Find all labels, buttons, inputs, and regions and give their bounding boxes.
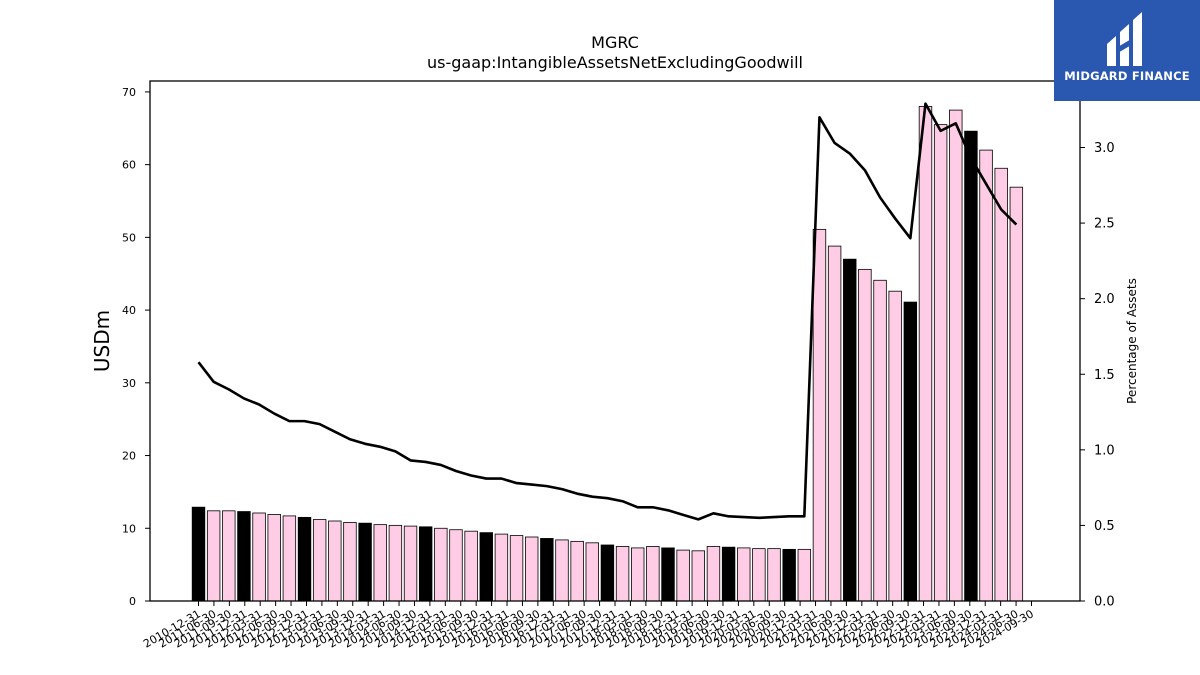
bar: [540, 538, 554, 602]
y-tick-label: 0: [129, 595, 136, 608]
bar: [434, 527, 448, 602]
bar-group: [191, 106, 1024, 602]
bar: [827, 245, 842, 602]
bar: [706, 546, 721, 602]
line-group: [197, 102, 1018, 521]
bar: [585, 542, 599, 602]
bar: [843, 258, 857, 602]
bar: [888, 290, 902, 602]
bar: [555, 539, 569, 602]
bar: [661, 547, 675, 602]
bar: [918, 106, 933, 602]
bar: [812, 228, 827, 602]
bar: [858, 268, 872, 602]
y-tick-label: 40: [122, 304, 136, 317]
y-tick-label: 70: [122, 86, 136, 99]
bar: [676, 549, 690, 602]
bar: [373, 524, 387, 602]
bar: [267, 514, 281, 602]
bar: [797, 548, 812, 602]
bar: [631, 547, 645, 602]
y-axis-ticks: 0 10 20 30 40 50 60 70: [122, 86, 150, 608]
bar: [297, 516, 312, 602]
chart-subtitle: us-gaap:IntangibleAssetsNetExcludingGood…: [427, 53, 803, 72]
bar: [994, 167, 1008, 602]
bar: [979, 149, 993, 602]
bar: [873, 279, 887, 602]
brand-logo: MIDGARD FINANCE: [1054, 0, 1200, 101]
bar: [949, 109, 963, 602]
bar: [964, 130, 978, 602]
bar: [418, 526, 433, 602]
midgard-mark-icon: [1107, 12, 1142, 66]
bar: [222, 510, 236, 602]
bar: [464, 530, 478, 602]
bar: [1009, 186, 1024, 602]
bar: [494, 533, 509, 602]
bar: [646, 546, 660, 602]
bar: [903, 301, 918, 602]
series-line: [197, 102, 1018, 521]
bar: [600, 544, 615, 602]
y-tick-label: 60: [122, 159, 136, 172]
bar: [328, 520, 342, 602]
y-tick-label: 30: [122, 377, 136, 390]
bar: [403, 525, 418, 602]
bar: [388, 524, 403, 602]
bar: [312, 519, 327, 602]
y-tick-label: 50: [122, 231, 136, 244]
bar: [737, 547, 751, 602]
y2-axis-label: Percentage of Assets: [1125, 278, 1139, 404]
bar: [525, 536, 539, 602]
y2-tick-label: 3.0: [1094, 141, 1115, 156]
chart-title: MGRC: [591, 33, 639, 52]
brand-name: MIDGARD FINANCE: [1064, 69, 1190, 83]
y2-tick-label: 0.0: [1094, 595, 1115, 610]
bar: [767, 548, 781, 602]
y2-tick-label: 2.0: [1094, 292, 1115, 307]
bar: [237, 511, 251, 602]
y2-tick-label: 1.5: [1094, 368, 1115, 383]
y2-axis-ticks: 0.0 0.5 1.0 1.5 2.0 2.5 3.0: [1080, 141, 1115, 610]
y-axis-label: USDm: [90, 310, 114, 372]
bar: [252, 512, 266, 602]
bar: [282, 515, 297, 602]
bar: [206, 510, 221, 602]
bar: [358, 522, 372, 602]
bar: [721, 546, 736, 602]
bar: [191, 506, 206, 602]
bar: [691, 550, 706, 602]
y2-tick-label: 1.0: [1094, 443, 1115, 458]
y2-tick-label: 2.5: [1094, 217, 1115, 232]
bar: [343, 522, 357, 602]
y-tick-label: 10: [122, 522, 136, 535]
bar: [570, 540, 584, 602]
bar: [449, 529, 463, 602]
y2-tick-label: 0.5: [1094, 519, 1115, 534]
bar: [933, 124, 948, 602]
bar: [615, 546, 630, 602]
bar: [782, 548, 796, 602]
x-axis-ticks: 2010-12-312011-06-302011-09-302011-12-31…: [141, 601, 1036, 651]
bar: [509, 535, 524, 602]
bar: [752, 548, 766, 602]
bar: [479, 532, 493, 602]
y-tick-label: 20: [122, 450, 136, 463]
